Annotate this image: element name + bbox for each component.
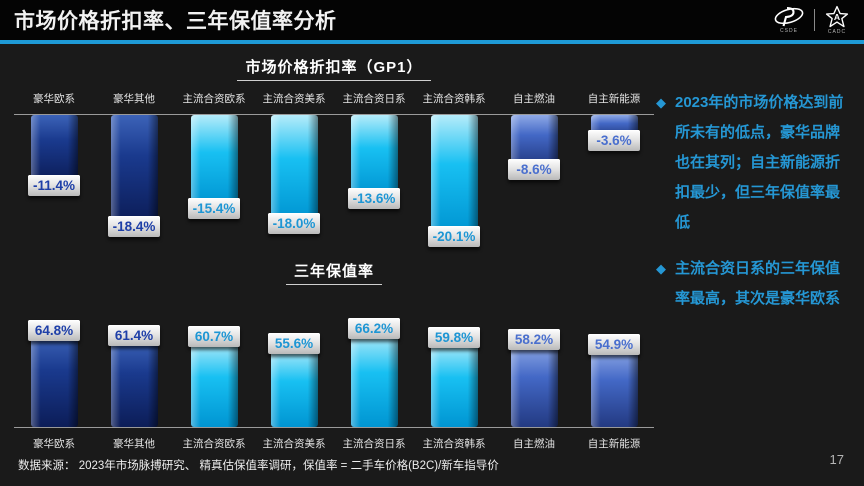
diamond-bullet-icon: ◆ (656, 261, 666, 276)
value-label: 58.2% (508, 329, 560, 351)
discount-rate-chart: 市场价格折扣率（GP1） 豪华欧系 豪华其他 主流合资欧系 主流合资美系 主流合资日系 主… (14, 56, 654, 265)
value-label: -11.4% (27, 175, 81, 197)
bar (510, 115, 558, 165)
chart-column: -8.6% (494, 115, 574, 180)
category-label: 主流合资韩系 (422, 438, 486, 450)
value-label: 66.2% (348, 318, 400, 339)
value-label: 64.8% (28, 319, 80, 341)
bar (270, 115, 318, 220)
bullet-text: 主流合资日系的三年保值率最高，其次是豪华欧系 (675, 260, 841, 307)
bar (110, 115, 158, 222)
chart-column: -15.4% (174, 115, 254, 220)
chart-column: 54.9% (574, 334, 654, 427)
category-label: 豪华欧系 (33, 93, 75, 105)
category-label: 主流合资欧系 (182, 438, 246, 450)
ellipse-swoosh-icon (774, 6, 804, 27)
header-bar: 市场价格折扣率、三年保值率分析 CSDE A CADC (0, 0, 864, 40)
bars-area: 64.8% 61.4% 60.7% 55.6% 66.2% 59.8% 58.2% 54.9% (14, 295, 654, 428)
logo-divider (814, 9, 815, 31)
category-label: 主流合资日系 (342, 438, 406, 450)
category-label: 主流合资日系 (342, 93, 406, 105)
page-number: 17 (829, 452, 844, 467)
logo-caption: CSDE (780, 28, 798, 34)
category-label: 豪华欧系 (33, 438, 75, 450)
bar (190, 340, 238, 427)
bar (110, 339, 158, 427)
bar (430, 342, 478, 427)
chart-column: -11.4% (14, 115, 94, 197)
bar (190, 115, 238, 205)
category-axis: 豪华欧系 豪华其他 主流合资欧系 主流合资美系 主流合资日系 主流合资韩系 自主燃油 自主新能… (14, 436, 654, 451)
logo-caption: CADC (827, 29, 847, 35)
value-label: -8.6% (508, 158, 560, 180)
value-label: 55.6% (268, 333, 320, 355)
chart-title: 市场价格折扣率（GP1） (237, 56, 431, 81)
bar (350, 115, 398, 194)
bar (30, 334, 78, 427)
chart-column: -20.1% (414, 115, 494, 247)
brand-logos: CSDE A CADC (773, 5, 850, 35)
value-label: -15.4% (187, 198, 241, 220)
value-label: -13.6% (347, 187, 401, 209)
commentary-panel: ◆ 2023年的市场价格达到前所未有的低点，豪华品牌也在其列；自主新能源折扣最少… (656, 88, 856, 330)
category-label: 豪华其他 (113, 93, 155, 105)
bar (30, 115, 78, 182)
category-label: 豪华其他 (113, 438, 155, 450)
chart-column: 66.2% (334, 318, 414, 427)
bullet-item: ◆ 主流合资日系的三年保值率最高，其次是豪华欧系 (656, 254, 856, 314)
retention-rate-chart: 三年保值率 64.8% 61.4% 60.7% 55.6% 66.2% 59.8% 58.2… (14, 260, 654, 451)
category-label: 自主新能源 (587, 438, 641, 450)
chart-column: -18.0% (254, 115, 334, 235)
chart-column: 61.4% (94, 324, 174, 427)
star-logo: A CADC (824, 5, 850, 35)
bar (270, 348, 318, 427)
value-label: -20.1% (427, 225, 481, 247)
category-axis: 豪华欧系 豪华其他 主流合资欧系 主流合资美系 主流合资日系 主流合资韩系 自主燃油 自主新能… (14, 91, 654, 106)
chart-column: -18.4% (94, 115, 174, 237)
category-label: 自主燃油 (513, 93, 555, 105)
chart-column: 60.7% (174, 325, 254, 427)
category-label: 自主燃油 (513, 438, 555, 450)
svg-text:A: A (834, 12, 841, 22)
page-title: 市场价格折扣率、三年保值率分析 (14, 10, 337, 33)
accent-divider-line (0, 40, 864, 44)
bullet-item: ◆ 2023年的市场价格达到前所未有的低点，豪华品牌也在其列；自主新能源折扣最少… (656, 88, 856, 238)
bars-area: -11.4% -18.4% -15.4% -18.0% -13.6% -20.1% -8.6… (14, 114, 654, 265)
chart-column: 59.8% (414, 327, 494, 427)
bar (510, 344, 558, 427)
category-label: 主流合资美系 (262, 438, 326, 450)
chart-column: 58.2% (494, 329, 574, 427)
chart-title: 三年保值率 (285, 260, 382, 285)
value-label: 60.7% (188, 325, 240, 347)
value-label: 59.8% (428, 327, 480, 349)
chart-column: -13.6% (334, 115, 414, 209)
category-label: 自主新能源 (587, 93, 641, 105)
bar (590, 349, 638, 427)
chart-column: 55.6% (254, 333, 334, 427)
category-label: 主流合资韩系 (422, 93, 486, 105)
bar (350, 333, 398, 427)
data-source-note: 数据来源： 2023年市场脉搏研究、 精真估保值率调研，保值率 = 二手车价格(… (18, 460, 499, 472)
value-label: -18.0% (267, 213, 321, 235)
chart-column: -3.6% (574, 115, 654, 151)
value-label: -18.4% (107, 215, 161, 237)
category-label: 主流合资美系 (262, 93, 326, 105)
category-label: 主流合资欧系 (182, 93, 246, 105)
diamond-bullet-icon: ◆ (656, 95, 666, 110)
value-label: 54.9% (588, 334, 640, 356)
chart-column: 64.8% (14, 319, 94, 427)
value-label: -3.6% (588, 129, 640, 151)
value-label: 61.4% (108, 324, 160, 346)
bullet-text: 2023年的市场价格达到前所未有的低点，豪华品牌也在其列；自主新能源折扣最少，但… (675, 94, 844, 231)
star-icon: A (825, 5, 849, 28)
bar (430, 115, 478, 232)
ellipse-swoosh-logo: CSDE (773, 6, 805, 34)
